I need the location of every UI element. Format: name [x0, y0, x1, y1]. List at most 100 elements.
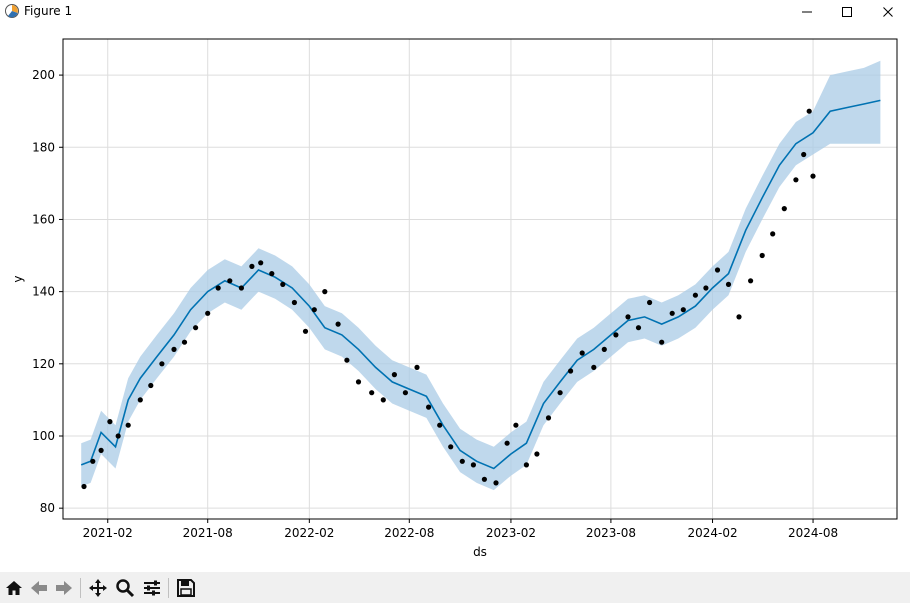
data-point	[523, 462, 530, 468]
x-tick-label: 2021-02	[83, 526, 133, 540]
data-point	[534, 451, 540, 457]
data-point	[793, 177, 799, 183]
data-point	[625, 314, 631, 320]
data-point	[380, 397, 386, 403]
configure-button[interactable]	[140, 576, 164, 600]
data-point	[437, 422, 443, 428]
data-point	[258, 260, 264, 266]
arrow-right-icon	[56, 581, 72, 595]
window-titlebar: Figure 1	[0, 0, 910, 24]
sliders-icon	[144, 580, 160, 596]
x-tick-label: 2023-08	[586, 526, 636, 540]
forecast-line	[80, 99, 881, 470]
figure-canvas[interactable]: 2021-02 2021-08 2022-02 2022-08 2023-02 2023-…	[0, 24, 910, 572]
save-button[interactable]	[174, 576, 198, 600]
navigation-toolbar	[0, 572, 910, 603]
data-point	[302, 328, 309, 334]
data-point	[215, 285, 221, 291]
data-point	[280, 281, 286, 287]
data-point	[238, 285, 244, 291]
data-point	[148, 382, 154, 389]
data-point	[470, 462, 476, 468]
data-point	[171, 346, 177, 352]
data-point	[714, 267, 721, 273]
data-point	[591, 364, 597, 370]
data-point	[579, 350, 585, 356]
data-point	[344, 357, 350, 363]
save-icon	[177, 579, 195, 597]
data-point	[459, 458, 465, 464]
data-point	[703, 285, 709, 291]
data-point	[781, 206, 787, 212]
uncertainty-band-area	[81, 60, 881, 491]
data-point	[322, 289, 328, 295]
data-point	[736, 314, 742, 320]
forward-button[interactable]	[52, 576, 76, 600]
data-point	[680, 307, 686, 313]
data-point	[205, 310, 211, 316]
data-point	[557, 390, 563, 396]
data-point	[748, 278, 754, 284]
x-tick-label: 2024-08	[788, 526, 838, 540]
data-point	[659, 339, 665, 345]
close-button[interactable]	[868, 0, 908, 24]
data-point	[601, 346, 607, 352]
plot-frame	[62, 38, 898, 520]
x-tick-label: 2023-02	[486, 526, 536, 540]
x-tick-label: 2021-08	[183, 526, 233, 540]
data-point	[269, 271, 275, 277]
arrow-left-icon	[31, 581, 47, 595]
y-tick-label: 80	[40, 501, 55, 515]
app-icon	[5, 4, 19, 18]
x-tick-label: 2022-08	[384, 526, 434, 540]
maximize-button[interactable]	[827, 0, 867, 24]
y-tick-label: 100	[32, 429, 55, 443]
y-tick-label: 160	[32, 212, 55, 226]
data-point	[335, 321, 341, 327]
minimize-button[interactable]	[787, 0, 827, 24]
data-point	[692, 292, 699, 298]
data-point	[448, 444, 454, 450]
zoom-icon	[116, 579, 135, 598]
data-point	[355, 379, 362, 385]
data-point	[801, 151, 807, 158]
y-axis-label: y	[11, 275, 25, 282]
data-point	[107, 419, 113, 425]
data-point	[669, 310, 675, 316]
back-button[interactable]	[27, 576, 51, 600]
data-point	[311, 307, 317, 313]
data-point	[725, 281, 732, 287]
maximize-icon	[842, 7, 852, 17]
zoom-button[interactable]	[113, 576, 137, 600]
y-tick-label: 140	[32, 285, 55, 299]
y-tick-label: 120	[32, 357, 55, 371]
data-point	[125, 422, 131, 428]
data-point	[249, 263, 255, 269]
forecast-chart: 2021-02 2021-08 2022-02 2022-08 2023-02 2023-…	[11, 38, 898, 559]
data-point	[402, 390, 408, 396]
home-icon	[6, 581, 22, 595]
home-button[interactable]	[2, 576, 26, 600]
x-axis-label: ds	[473, 545, 487, 559]
y-tick-label: 200	[32, 68, 55, 82]
data-point	[568, 368, 574, 374]
actual-series	[81, 108, 816, 490]
x-axis-ticks: 2021-02 2021-08 2022-02 2022-08 2023-02 2023-…	[83, 519, 838, 540]
data-point	[635, 325, 642, 331]
data-point	[759, 252, 765, 259]
data-point	[391, 372, 397, 378]
y-axis-ticks: 80 100 120 140 160 180 200	[32, 68, 63, 515]
window-title: Figure 1	[24, 4, 73, 18]
data-point	[426, 404, 432, 410]
data-point	[545, 415, 552, 421]
data-point	[493, 480, 499, 486]
data-point	[115, 433, 121, 439]
data-point	[806, 108, 812, 114]
data-point	[481, 476, 487, 482]
data-point	[513, 422, 519, 428]
y-tick-label: 180	[32, 140, 55, 154]
data-point	[647, 299, 653, 306]
pan-button[interactable]	[86, 576, 110, 600]
close-icon	[883, 7, 893, 17]
data-point	[227, 278, 233, 284]
